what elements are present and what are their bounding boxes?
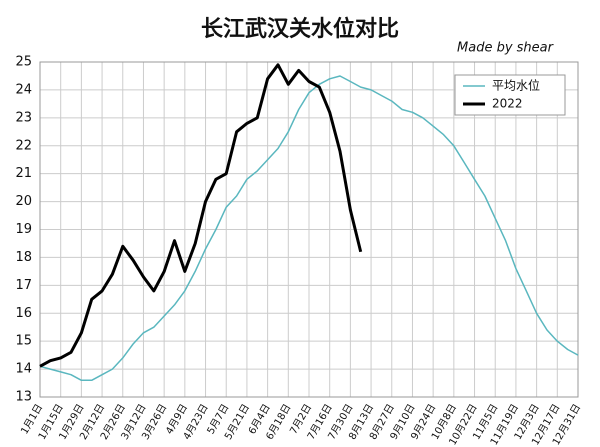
y-tick-label: 17 bbox=[15, 278, 32, 293]
y-tick-label: 20 bbox=[15, 194, 32, 209]
y-tick-label: 13 bbox=[15, 390, 32, 405]
y-tick-label: 21 bbox=[15, 166, 32, 181]
y-tick-label: 22 bbox=[15, 138, 32, 153]
y-tick-label: 24 bbox=[15, 82, 32, 97]
y-tick-label: 25 bbox=[15, 55, 32, 70]
series-line bbox=[39, 63, 363, 368]
legend-box bbox=[454, 74, 566, 116]
y-tick-label: 19 bbox=[15, 222, 32, 237]
legend-label: 2022 bbox=[492, 97, 523, 111]
legend-label: 平均水位 bbox=[492, 78, 540, 93]
y-tick-label: 15 bbox=[15, 334, 32, 349]
y-tick-label: 14 bbox=[15, 362, 32, 377]
chart-title: 长江武汉关水位对比 bbox=[201, 16, 399, 42]
annotation: Made by shear bbox=[457, 41, 555, 56]
y-tick-label: 16 bbox=[15, 306, 32, 321]
plot-frame bbox=[39, 61, 579, 398]
series-line bbox=[39, 75, 579, 382]
y-tick-label: 23 bbox=[15, 110, 32, 125]
y-tick-label: 18 bbox=[15, 250, 32, 265]
